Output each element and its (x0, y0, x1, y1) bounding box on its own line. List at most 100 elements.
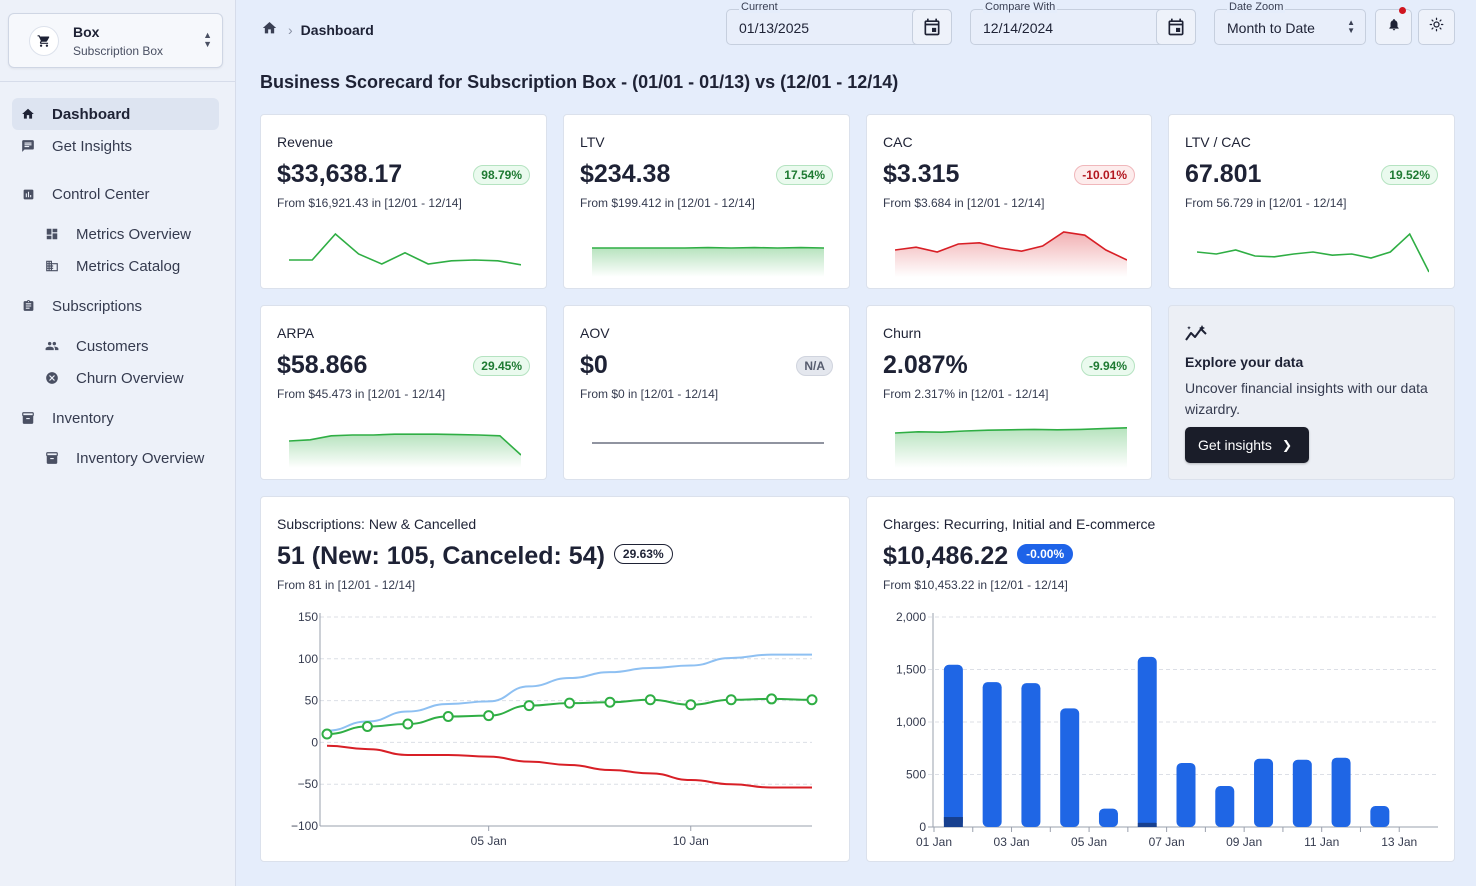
card-from: From 56.729 in [12/01 - 12/14] (1185, 196, 1347, 210)
sparkline-area (289, 434, 521, 468)
revenue-card[interactable]: Revenue $33,638.17 98.79% From $16,921.4… (260, 114, 547, 289)
card-name: Revenue (277, 134, 334, 150)
sidebar-item-control-center[interactable]: Control Center (12, 178, 219, 210)
net-point (604, 696, 616, 708)
sparkline-area (592, 247, 824, 277)
sidebar-item-churn-overview[interactable]: Churn Overview (36, 362, 219, 394)
card-from: From $10,453.22 in [12/01 - 12/14] (883, 578, 1068, 592)
sidebar: Box Subscription Box ▲ ▼ Dashboard Get In… (0, 0, 236, 886)
catalog-icon (44, 258, 60, 274)
compare-date-field[interactable]: Compare With 12/14/2024 (970, 1, 1196, 45)
card-value: 67.801 (1185, 160, 1262, 188)
ltv-sparkline (592, 246, 824, 277)
ltv-cac-card[interactable]: LTV / CAC 67.801 19.52% From 56.729 in [… (1168, 114, 1455, 289)
y-tick-label: 1,500 (896, 663, 926, 677)
page-title: Business Scorecard for Subscription Box … (260, 72, 899, 92)
charges-card[interactable]: Charges: Recurring, Initial and E-commer… (866, 496, 1455, 862)
bar-recurring (1254, 758, 1274, 827)
sidebar-item-get-insights[interactable]: Get Insights (12, 130, 219, 162)
calendar-icon[interactable] (912, 9, 952, 45)
sidebar-item-metrics-catalog[interactable]: Metrics Catalog (36, 250, 219, 282)
x-tick-label: 07 Jan (1149, 835, 1185, 849)
sparkline-line (289, 433, 521, 456)
theme-toggle-button[interactable] (1418, 9, 1455, 45)
sidebar-item-label: Metrics Catalog (76, 257, 181, 275)
net-point (523, 700, 535, 712)
date-zoom-select[interactable]: Date Zoom Month to Date ▲ ▼ (1214, 1, 1366, 45)
bar-recurring (943, 664, 963, 827)
sidebar-item-label: Customers (76, 337, 149, 355)
bar-initial (1137, 822, 1157, 827)
x-tick-label: 05 Jan (1071, 835, 1107, 849)
sidebar-item-subscriptions[interactable]: Subscriptions (12, 290, 219, 322)
sidebar-item-dashboard[interactable]: Dashboard (12, 98, 219, 130)
net-point (402, 718, 414, 730)
chevron-right-icon: ❯ (1281, 438, 1292, 452)
card-name: ARPA (277, 325, 315, 341)
breadcrumb-current: Dashboard (300, 21, 374, 38)
y-tick-label: 150 (298, 610, 318, 624)
aov-card[interactable]: AOV $0 N/A From $0 in [12/01 - 12/14] (563, 305, 850, 480)
x-tick-label: 11 Jan (1304, 835, 1339, 849)
explore-title: Explore your data (1185, 354, 1304, 370)
sidebar-item-customers[interactable]: Customers (36, 330, 219, 362)
bar-recurring (1021, 683, 1041, 827)
net-point (483, 710, 495, 722)
bar-recurring (1370, 806, 1390, 827)
get-insights-button[interactable]: Get insights ❯ (1185, 427, 1309, 463)
card-value: 51 (New: 105, Canceled: 54) (277, 542, 605, 570)
sparkline-line (895, 427, 1127, 434)
charges-bar-chart: 2,000 1,500 1,000 500 001 Jan 03 Jan 05 Jan 07 … (896, 610, 1438, 849)
breadcrumb: › Dashboard (261, 20, 374, 39)
subscriptions-card[interactable]: Subscriptions: New & Cancelled 51 (New: … (260, 496, 850, 862)
date-zoom-value: Month to Date (1227, 20, 1315, 36)
cac-card[interactable]: CAC $3.315 -10.01% From $3.684 in [12/01… (866, 114, 1152, 289)
change-badge: 29.45% (473, 356, 530, 376)
get-insights-label: Get insights (1198, 437, 1272, 453)
card-from: From $0 in [12/01 - 12/14] (580, 387, 719, 401)
change-badge: -9.94% (1080, 356, 1135, 376)
chat-icon (20, 138, 36, 154)
current-date-label: Current (739, 1, 780, 13)
sidebar-item-inventory[interactable]: Inventory (12, 402, 219, 434)
ltv-card[interactable]: LTV $234.38 17.54% From $199.412 in [12/… (563, 114, 850, 289)
cart-icon (29, 26, 59, 56)
y-tick-label: 2,000 (896, 610, 926, 624)
sidebar-item-metrics-overview[interactable]: Metrics Overview (36, 218, 219, 250)
y-tick-label: 0 (919, 820, 926, 834)
home-icon (20, 106, 36, 122)
current-date-field[interactable]: Current 01/13/2025 (726, 1, 952, 45)
change-badge: 29.63% (613, 544, 673, 565)
arpa-sparkline (289, 433, 521, 468)
sidebar-item-label: Inventory Overview (76, 449, 205, 467)
sparkle-chart-icon (1185, 325, 1209, 348)
inventory-icon (44, 450, 60, 466)
notifications-button[interactable] (1375, 7, 1412, 45)
y-tick-label: −50 (298, 777, 319, 791)
churn-card[interactable]: Churn 2.087% -9.94% From 2.317% in [12/0… (866, 305, 1152, 480)
sidebar-item-label: Churn Overview (76, 369, 184, 387)
card-name: LTV / CAC (1185, 134, 1251, 150)
card-from: From $16,921.43 in [12/01 - 12/14] (277, 196, 462, 210)
calendar-icon[interactable] (1156, 9, 1196, 45)
y-tick-label: 0 (311, 735, 318, 749)
arpa-card[interactable]: ARPA $58.866 29.45% From $45.473 in [12/… (260, 305, 547, 480)
org-switcher[interactable]: Box Subscription Box ▲ ▼ (8, 13, 223, 68)
inventory-icon (20, 410, 36, 426)
card-from: From $45.473 in [12/01 - 12/14] (277, 387, 446, 401)
home-icon[interactable] (261, 20, 278, 39)
sidebar-item-label: Control Center (52, 185, 150, 203)
sidebar-divider (0, 81, 235, 82)
card-name: Charges: Recurring, Initial and E-commer… (883, 516, 1156, 532)
card-value-row: $10,486.22 -0.00% (883, 542, 1074, 571)
card-from: From $3.684 in [12/01 - 12/14] (883, 196, 1045, 210)
card-name: AOV (580, 325, 610, 341)
card-value: 2.087% (883, 351, 968, 379)
x-tick-label: 03 Jan (994, 835, 1030, 849)
y-tick-label: 100 (298, 652, 318, 666)
x-tick-label: 01 Jan (916, 835, 952, 849)
churn-sparkline (895, 427, 1127, 468)
sidebar-item-label: Dashboard (52, 105, 131, 123)
bar-recurring (1331, 757, 1351, 827)
sidebar-item-inventory-overview[interactable]: Inventory Overview (36, 442, 219, 474)
